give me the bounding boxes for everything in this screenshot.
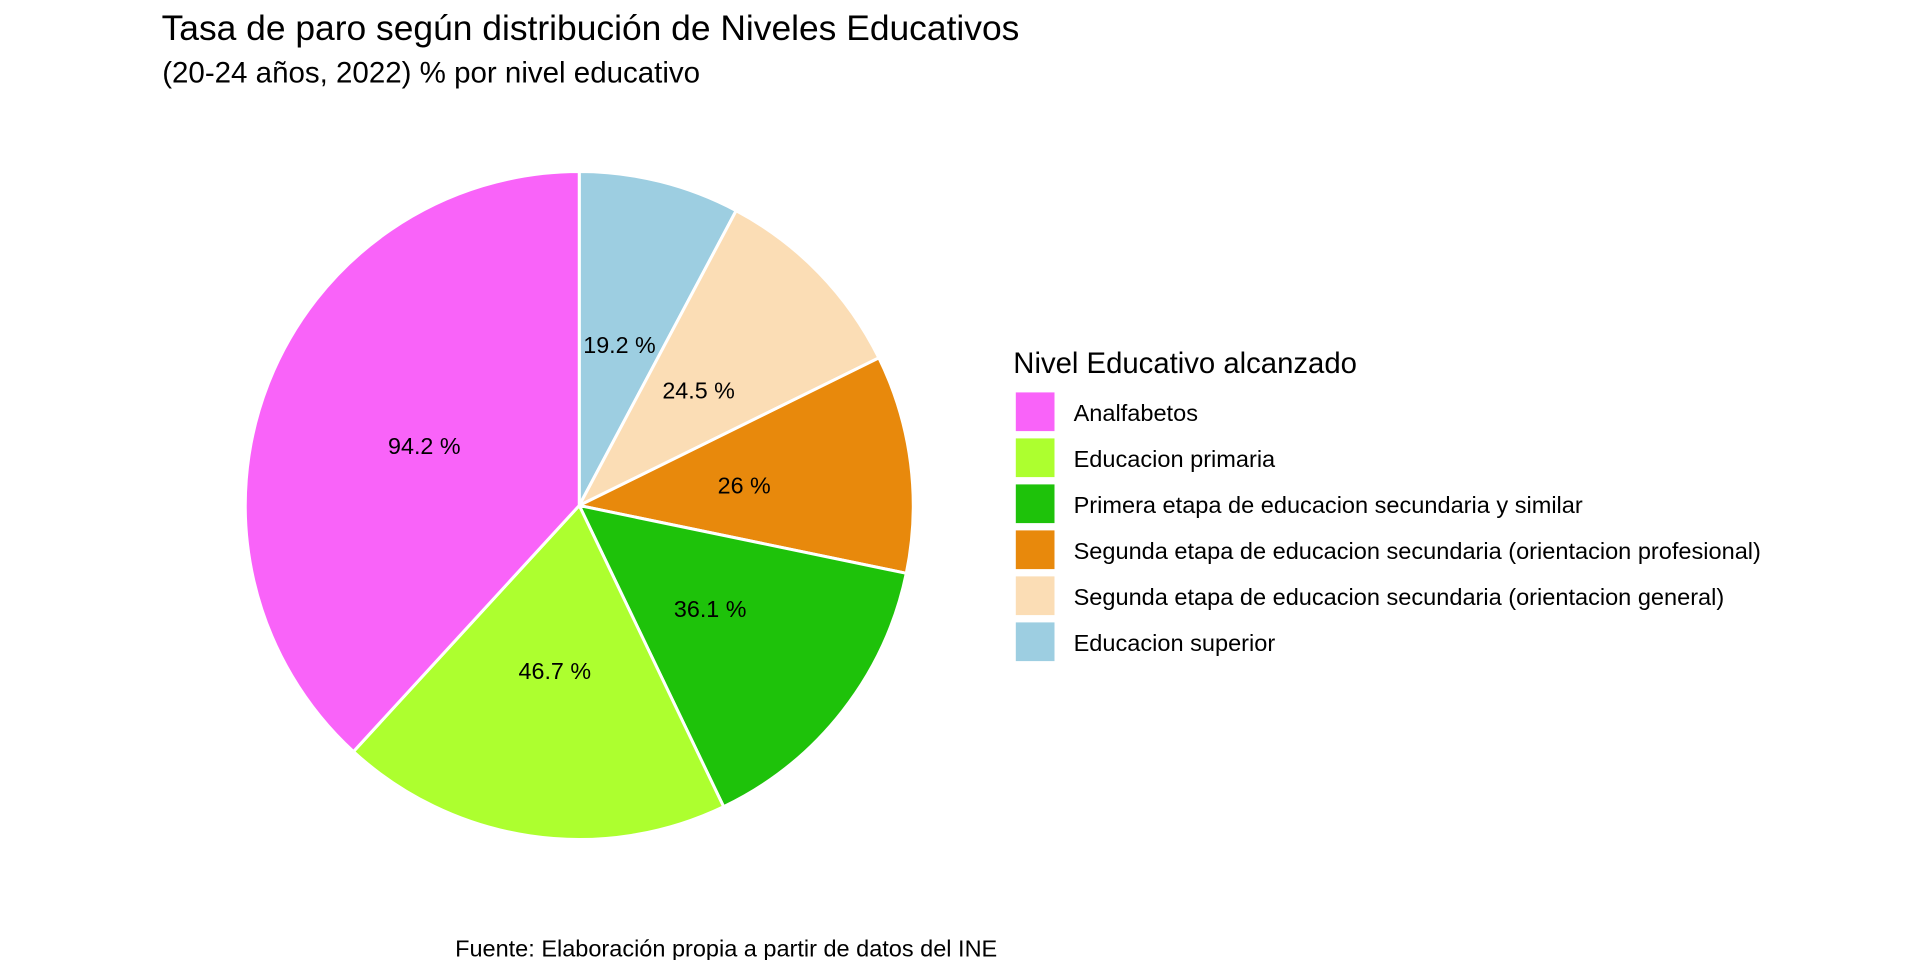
- svg-text:36.1 %: 36.1 %: [674, 596, 747, 622]
- svg-text:Educacion superior: Educacion superior: [1074, 630, 1276, 656]
- svg-text:Primera etapa de educacion sec: Primera etapa de educacion secundaria y …: [1074, 492, 1583, 518]
- svg-text:Educacion primaria: Educacion primaria: [1074, 446, 1276, 472]
- svg-text:Tasa de paro según distribució: Tasa de paro según distribución de Nivel…: [162, 8, 1020, 48]
- svg-text:24.5 %: 24.5 %: [662, 378, 735, 404]
- svg-text:Segunda etapa de educacion sec: Segunda etapa de educacion secundaria (o…: [1074, 538, 1761, 564]
- svg-text:Fuente: Elaboración propia a p: Fuente: Elaboración propia a partir de d…: [455, 935, 997, 960]
- svg-text:Nivel Educativo alcanzado: Nivel Educativo alcanzado: [1013, 347, 1357, 380]
- svg-text:19.2 %: 19.2 %: [583, 332, 656, 358]
- svg-text:94.2 %: 94.2 %: [388, 433, 461, 459]
- svg-text:Segunda etapa de educacion sec: Segunda etapa de educacion secundaria (o…: [1074, 584, 1725, 610]
- svg-text:26 %: 26 %: [718, 472, 771, 498]
- svg-text:46.7 %: 46.7 %: [519, 658, 592, 684]
- svg-text:(20-24 años, 2022) % por nivel: (20-24 años, 2022) % por nivel educativo: [162, 57, 700, 90]
- svg-text:Analfabetos: Analfabetos: [1074, 400, 1198, 426]
